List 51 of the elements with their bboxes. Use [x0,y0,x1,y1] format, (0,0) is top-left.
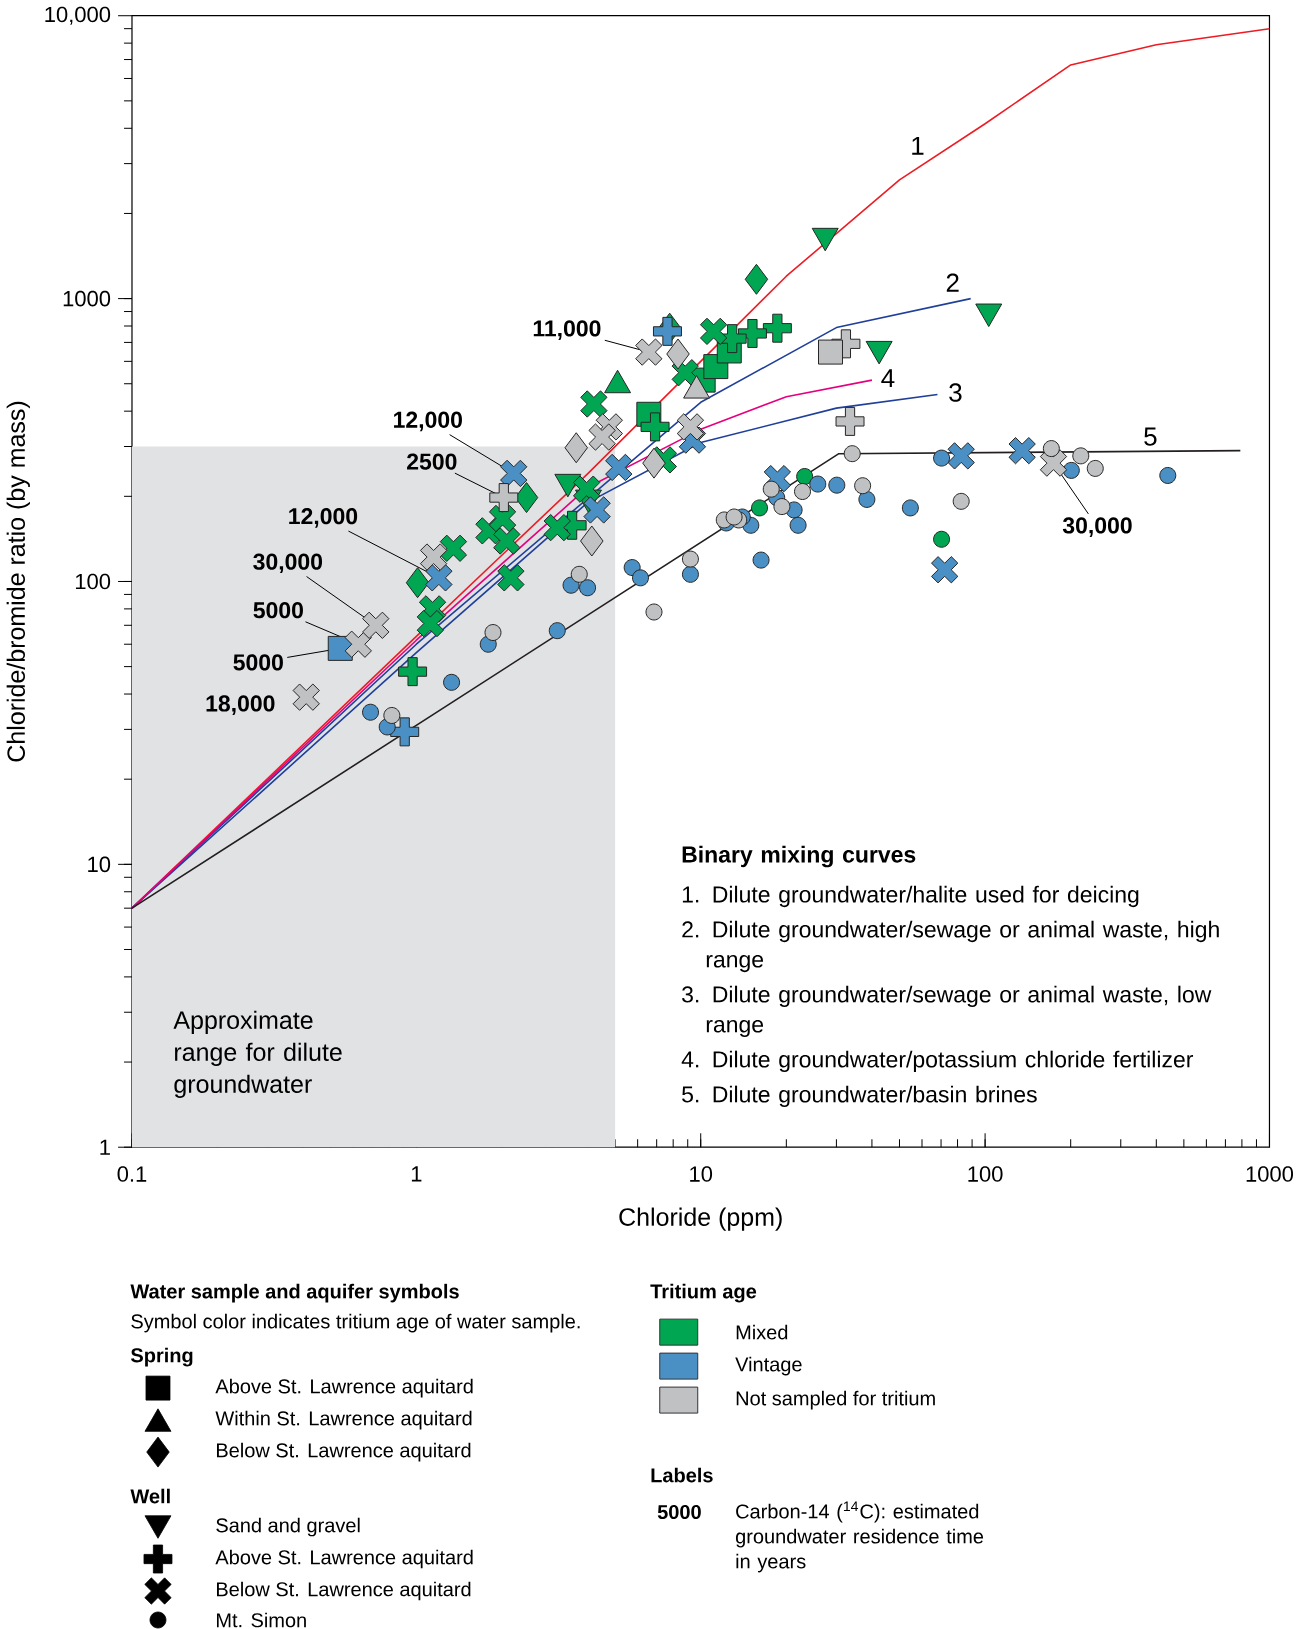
y-tick-label: 1 [100,1139,111,1155]
annotation: Binary mixing curves [682,845,916,868]
annotation: 2500 [407,453,457,470]
series-label: 2 [947,273,959,292]
y-tick-label: 10 [88,856,111,873]
annotation: 4. Dilute groundwater/potassium chloride fertilizer [681,1050,1194,1073]
series-label: 3 [949,383,962,402]
text: Well [130,1488,170,1504]
series-label: 4 [881,369,895,388]
text: Not sampled for tritium [736,1390,936,1410]
annotation: 11,000 [534,320,601,340]
x-tick-label: 100 [968,1166,1003,1182]
text: Mixed [736,1324,788,1340]
y-axis-title: Chloride/bromide ratio (by mass) [6,401,31,762]
x-tick-label: 10 [690,1166,713,1182]
x-tick-label: 1000 [1246,1166,1294,1182]
text: Labels [651,1467,713,1483]
series-label: 5 [1144,427,1157,446]
annotation: 18,000 [206,695,275,715]
text: Above St. Lawrence aquitard [215,1378,473,1398]
annotation: 12,000 [394,411,463,432]
annotation: 30,000 [1063,517,1132,537]
annotation: 30,000 [253,553,323,574]
annotation: 1. Dilute groundwater/halite used for deicing [683,885,1139,908]
annotation: 2. Dilute groundwater/sewage or animal waste, high range [682,920,1219,973]
text: Within St. Lawrence aquitard [215,1410,472,1430]
text: Above St. Lawrence aquitard [215,1549,473,1569]
x-tick-label: 0.1 [117,1166,147,1182]
text: Below St. Lawrence aquitard [217,1442,471,1462]
text: 5000 [657,1504,702,1520]
annotation: 5. Dilute groundwater/basin brines [682,1085,1037,1108]
text: Carbon-14 ($^{14}$C): estimated groundwater residence time in years [736,1501,984,1573]
text: Mt. Simon [217,1612,307,1628]
annotation: Approximate range for dilute groundwater [173,1010,342,1098]
text: Tritium age [650,1283,757,1303]
text: Spring [131,1347,193,1367]
x-axis-title: Chloride (ppm) [619,1207,782,1231]
text: Water sample and aquifer symbols [130,1283,459,1303]
series-label: 1 [912,136,924,155]
annotation: 5000 [253,602,304,619]
y-tick-label: 1000 [63,290,111,307]
y-tick-label: 10,000 [45,6,111,25]
y-tick-label: 100 [76,573,111,590]
text: Vintage [735,1356,802,1376]
annotation: 3. Dilute groundwater/sewage or animal waste, low range [682,985,1212,1038]
annotation: 5000 [233,654,284,671]
text: Sand and gravel [216,1517,360,1537]
text: Symbol color indicates tritium age of water sample. [131,1313,580,1333]
annotation: 12,000 [289,508,358,528]
x-tick-label: 1 [412,1166,422,1182]
text: Below St. Lawrence aquitard [217,1581,471,1601]
